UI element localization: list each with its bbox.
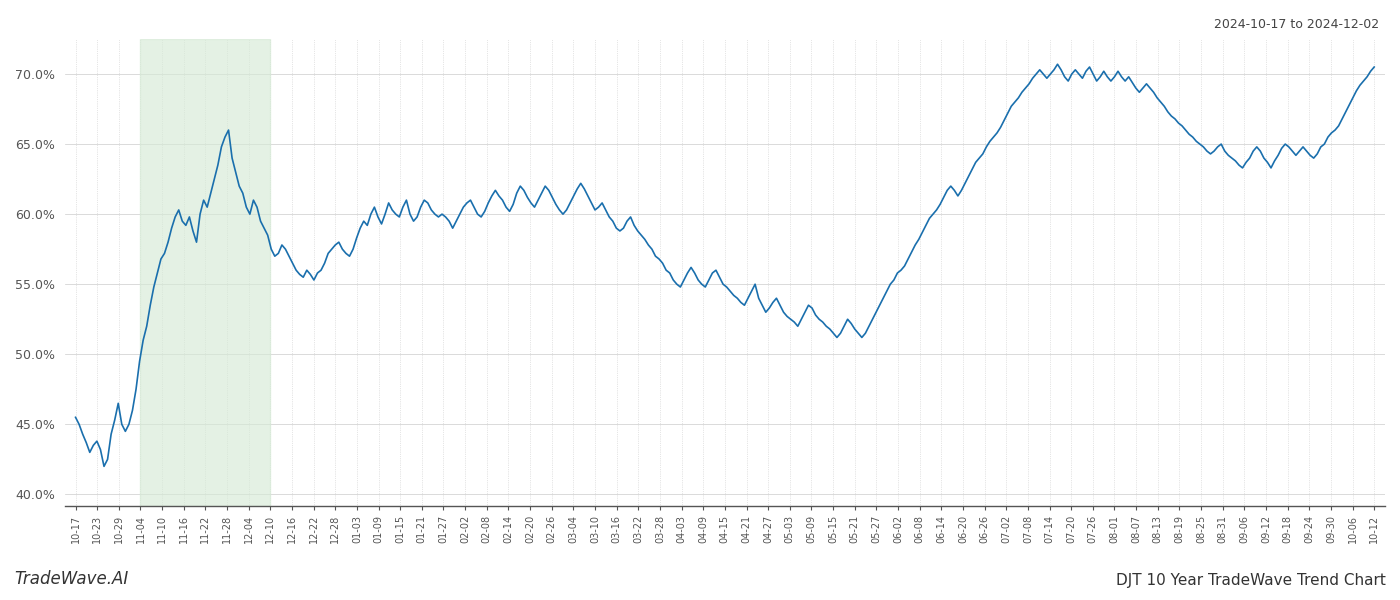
Text: 2024-10-17 to 2024-12-02: 2024-10-17 to 2024-12-02 bbox=[1214, 18, 1379, 31]
Text: TradeWave.AI: TradeWave.AI bbox=[14, 570, 129, 588]
Text: DJT 10 Year TradeWave Trend Chart: DJT 10 Year TradeWave Trend Chart bbox=[1116, 573, 1386, 588]
Bar bbox=[140, 39, 270, 506]
